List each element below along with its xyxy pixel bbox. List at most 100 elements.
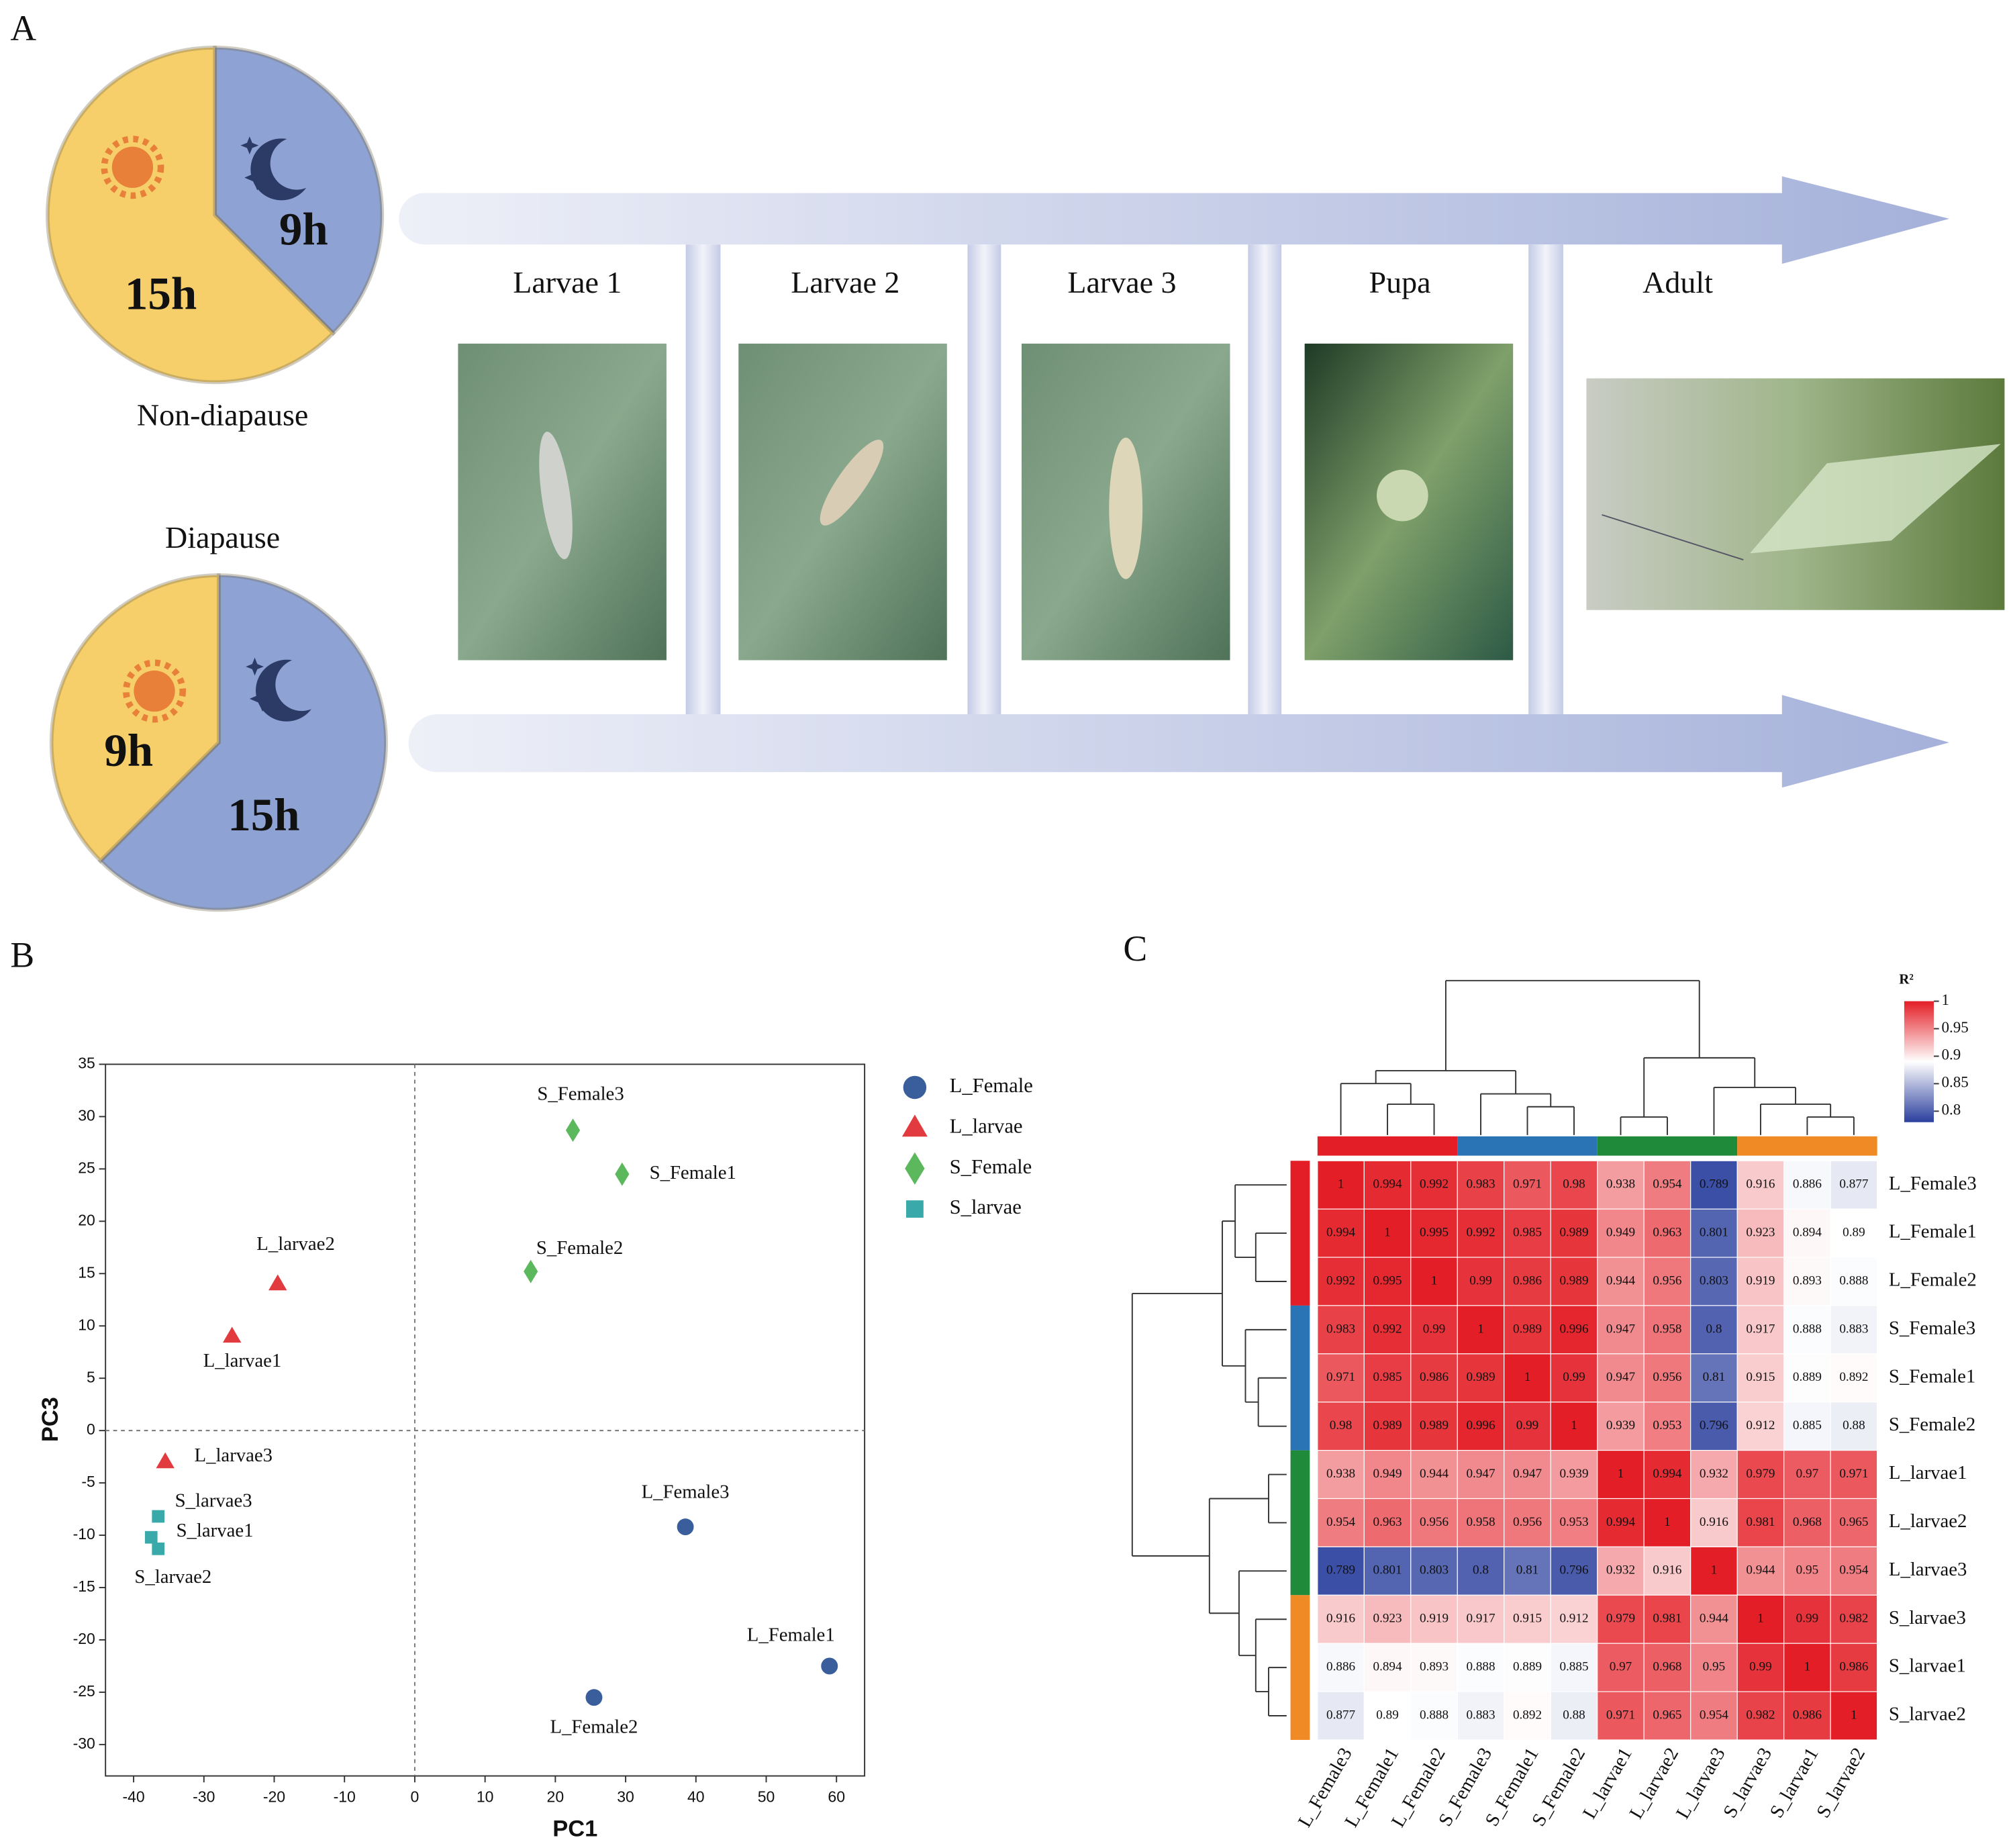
heat-cell xyxy=(1410,1305,1458,1355)
legend-label: S_larvae xyxy=(950,1196,1022,1218)
cell-label: 0.992 xyxy=(1326,1273,1355,1287)
cell-label: 0.916 xyxy=(1326,1612,1355,1626)
point-label: S_Female3 xyxy=(537,1083,624,1105)
group-bar xyxy=(1290,1161,1310,1306)
pies: 9h 15h Non-diapause 15h 9h Diapause xyxy=(46,46,388,912)
cell-label: 1 xyxy=(1431,1273,1438,1287)
cell-label: 0.99 xyxy=(1796,1612,1819,1626)
legend-label: S_Female xyxy=(950,1155,1032,1178)
cell-label: 0.912 xyxy=(1559,1612,1588,1626)
colorbar-label: 0.8 xyxy=(1941,1102,1961,1118)
cell-label: 0.979 xyxy=(1606,1612,1635,1626)
cell-label: 0.947 xyxy=(1513,1467,1542,1481)
heat-cell xyxy=(1736,1305,1785,1355)
cell-label: 0.888 xyxy=(1793,1322,1822,1336)
pie-title: Non-diapause xyxy=(137,398,308,432)
cell-label: 0.886 xyxy=(1326,1660,1355,1674)
cell-label: 0.98 xyxy=(1330,1418,1353,1432)
cell-label: 0.989 xyxy=(1420,1418,1449,1432)
heat-cell xyxy=(1690,1546,1738,1596)
cell-label: 0.971 xyxy=(1513,1177,1542,1192)
heat-cell xyxy=(1457,1257,1505,1306)
heat-cell xyxy=(1736,1450,1785,1500)
cell-label: 0.953 xyxy=(1653,1418,1681,1432)
heat-cell xyxy=(1363,1353,1412,1403)
colorbar-title: R² xyxy=(1899,971,1914,987)
legend-marker xyxy=(905,1152,925,1185)
heat-cell xyxy=(1363,1546,1412,1596)
cell-label: 0.963 xyxy=(1653,1225,1681,1239)
group-bar xyxy=(1737,1136,1877,1156)
cell-label: 0.956 xyxy=(1653,1273,1681,1287)
legend-marker xyxy=(903,1075,927,1100)
cell-label: 0.886 xyxy=(1793,1177,1822,1192)
heat-cell xyxy=(1783,1691,1831,1741)
cell-label: 1 xyxy=(1757,1612,1764,1626)
cell-label: 0.939 xyxy=(1559,1467,1588,1481)
cell-label: 0.912 xyxy=(1746,1418,1775,1432)
photo-insect xyxy=(1109,437,1143,579)
heat-cell xyxy=(1504,1402,1551,1451)
heat-cell xyxy=(1410,1643,1458,1692)
heat-cell xyxy=(1643,1594,1691,1644)
x-tick-label: 50 xyxy=(758,1788,775,1805)
cell-label: 0.916 xyxy=(1700,1515,1728,1529)
cell-label: 1 xyxy=(1384,1225,1391,1239)
cell-label: 0.938 xyxy=(1606,1177,1635,1192)
cell-label: 0.88 xyxy=(1843,1418,1865,1432)
pca-plot: -40 -30 -20 -10 0 10 20 30 40 50 60-30-25-20-15-10… xyxy=(38,1055,1033,1842)
cell-label: 0.99 xyxy=(1423,1322,1446,1336)
cell-label: 0.8 xyxy=(1473,1563,1489,1577)
cell-label: 0.971 xyxy=(1606,1708,1635,1722)
point xyxy=(821,1657,838,1675)
heat-cell xyxy=(1504,1450,1551,1500)
slice-label: 9h xyxy=(104,725,153,776)
cell-label: 0.894 xyxy=(1373,1660,1403,1674)
colorbar xyxy=(1904,1001,1934,1122)
point xyxy=(524,1259,538,1283)
cell-label: 0.8 xyxy=(1706,1322,1722,1336)
heat-cell xyxy=(1736,1643,1785,1692)
heat-cell xyxy=(1504,1353,1551,1403)
pillar xyxy=(967,244,1001,715)
heat-cell xyxy=(1317,1450,1365,1500)
cell-label: 0.917 xyxy=(1466,1612,1495,1626)
cell-label: 0.986 xyxy=(1793,1708,1822,1722)
cell-label: 0.981 xyxy=(1653,1612,1681,1626)
x-tick-label: 10 xyxy=(477,1788,494,1805)
cell-label: 0.883 xyxy=(1466,1708,1495,1722)
photo-insect xyxy=(539,432,573,560)
cell-label: 0.958 xyxy=(1653,1322,1681,1336)
cell-label: 0.971 xyxy=(1839,1467,1868,1481)
x-tick-label: 60 xyxy=(828,1788,845,1805)
heat-cell xyxy=(1410,1257,1458,1306)
slice-label: 15h xyxy=(125,269,197,320)
colorbar-label: 0.9 xyxy=(1941,1047,1961,1063)
cell-label: 0.889 xyxy=(1793,1370,1822,1384)
heat-cell xyxy=(1597,1208,1645,1258)
cell-label: 0.789 xyxy=(1700,1177,1728,1192)
cell-label: 0.979 xyxy=(1746,1467,1775,1481)
icons xyxy=(101,136,311,723)
heat-cell xyxy=(1410,1546,1458,1596)
colorbar-label: 0.85 xyxy=(1941,1074,1968,1091)
point-label: S_Female2 xyxy=(536,1237,623,1259)
cell-label: 0.949 xyxy=(1606,1225,1635,1239)
cell-label: 0.947 xyxy=(1466,1467,1495,1481)
cell-label: 0.919 xyxy=(1420,1612,1449,1626)
stage-label: Larvae 1 xyxy=(513,265,622,299)
y-tick-label: 15 xyxy=(78,1263,95,1281)
cell-label: 0.947 xyxy=(1606,1370,1636,1384)
heat-cell xyxy=(1550,1450,1598,1500)
arrow-top xyxy=(399,176,1949,264)
heat-cell xyxy=(1830,1691,1878,1741)
row-label: S_larvae3 xyxy=(1889,1607,1966,1628)
cell-label: 0.947 xyxy=(1606,1322,1636,1336)
cell-label: 0.877 xyxy=(1839,1177,1869,1192)
cell-label: 0.803 xyxy=(1420,1563,1449,1577)
cell-label: 0.894 xyxy=(1793,1225,1822,1239)
heat-cell xyxy=(1457,1208,1505,1258)
heat-cell xyxy=(1597,1643,1645,1692)
group-bar xyxy=(1457,1136,1598,1156)
cell-label: 1 xyxy=(1338,1177,1344,1192)
